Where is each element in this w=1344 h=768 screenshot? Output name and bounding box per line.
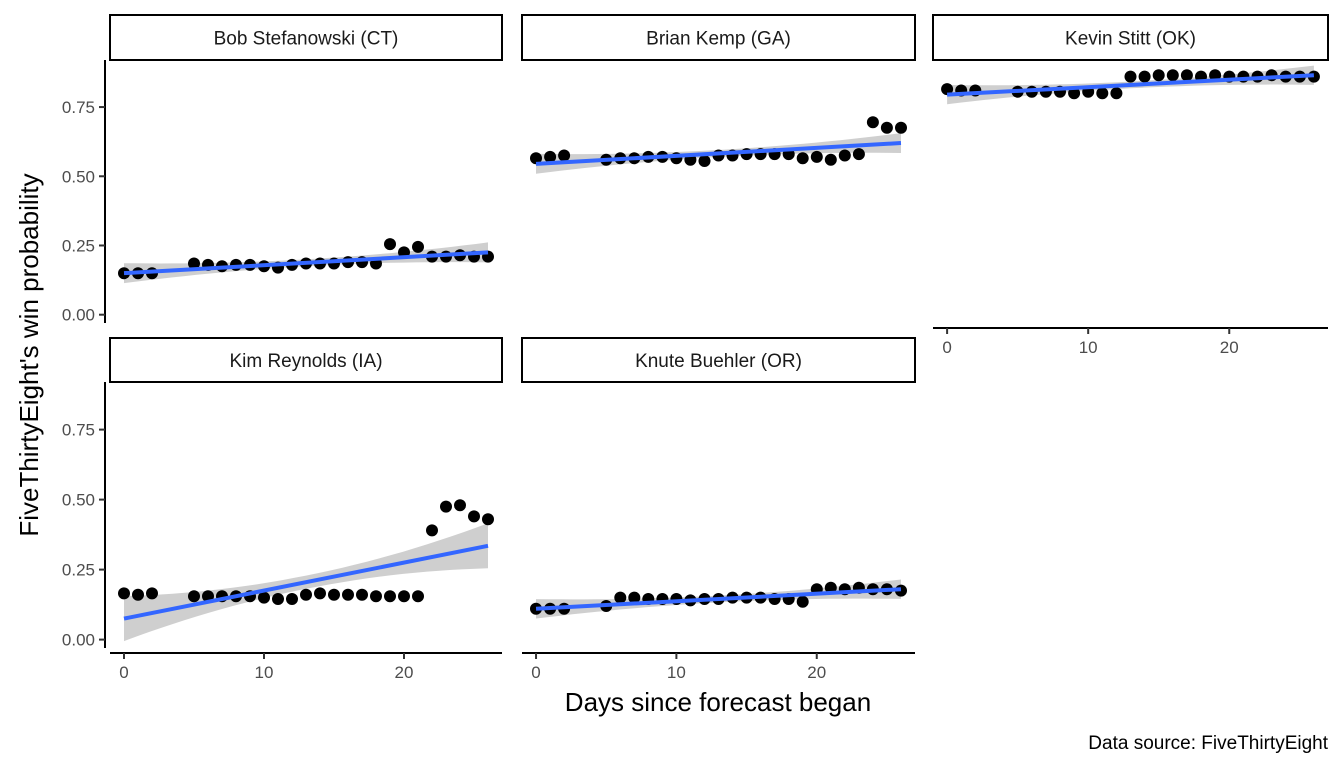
panel-2-trend-line	[535, 141, 902, 166]
panel-3-point	[1096, 87, 1109, 100]
panel-4-point	[328, 588, 340, 601]
panel-4-strip	[109, 337, 503, 383]
panel-4-x-tick-label: 0	[119, 663, 128, 682]
x-axis-title: Days since forecast began	[565, 687, 871, 717]
panel-5-point	[824, 581, 837, 594]
panel-1-strip	[109, 14, 503, 61]
panel-2-point	[866, 116, 879, 129]
panel-4-x-tick-label: 10	[255, 663, 274, 682]
panel-4-trend-line	[123, 543, 489, 621]
panel-1-y-tick-label: 0.00	[62, 306, 95, 325]
panels-layer: Bob Stefanowski (CT) 0.00 0.25 0.50 0.75 Bria…	[62, 14, 1329, 682]
y-axis-title: FiveThirtyEight's win probability	[14, 173, 44, 536]
panel-4-point	[426, 524, 438, 537]
panel-3-point	[1110, 87, 1123, 100]
panel-4-point	[468, 510, 480, 523]
caption: Data source: FiveThirtyEight	[1088, 733, 1328, 754]
panel-4-point	[132, 588, 144, 601]
panel-5-trend-line	[535, 587, 902, 611]
panel-4-point	[356, 588, 368, 601]
panel-2-point	[880, 121, 893, 134]
panel-1-point	[384, 238, 396, 251]
panel-4-point	[412, 590, 424, 603]
panel-4-point	[454, 499, 466, 512]
panel-3-point	[1068, 87, 1081, 100]
panel-5-x-tick-label: 0	[531, 663, 540, 682]
panel-1-y-tick-label: 0.75	[62, 98, 95, 117]
panel-1-y-tick-label: 0.25	[62, 236, 95, 255]
panel-4-point	[314, 587, 326, 600]
panel-2-point	[852, 148, 865, 161]
panel-5-point	[796, 595, 809, 608]
panel-1-point	[118, 267, 130, 280]
panel-1-y-tick-label: 0.50	[62, 167, 95, 186]
panel-4-point	[118, 587, 130, 600]
panel-2: Brian Kemp (GA)	[521, 14, 916, 174]
panel-3-point	[941, 83, 954, 96]
panel-3-x-tick-label: 0	[942, 338, 951, 357]
panel-4-point	[146, 587, 158, 600]
panel-3-point	[1124, 70, 1137, 83]
panel-4-y-tick-label: 0.25	[62, 561, 95, 580]
panel-4-point	[300, 588, 312, 601]
panel-1-strip-label: Bob Stefanowski (CT)	[214, 29, 399, 50]
panel-4-x-tick-label: 20	[395, 663, 414, 682]
panel-1-point	[412, 240, 424, 253]
panel-3-trend-line	[947, 73, 1314, 97]
panel-5-x-tick-label: 10	[667, 663, 686, 682]
panel-5-x-tick-label: 20	[807, 663, 826, 682]
panel-4-point	[440, 500, 452, 513]
panel-4-y-tick-label: 0.75	[62, 421, 95, 440]
panel-4-point	[286, 593, 298, 605]
panel-2-point	[530, 152, 542, 165]
panel-3: Kevin Stitt (OK) 0 10 20	[932, 14, 1329, 357]
panel-2-point	[698, 155, 711, 167]
panel-4-point	[482, 513, 494, 526]
panel-4-y-tick-label: 0.00	[62, 631, 95, 650]
panel-2-strip	[521, 14, 916, 61]
panel-5-strip	[521, 337, 916, 383]
panel-4-point	[342, 588, 354, 601]
panel-3-point	[1180, 69, 1193, 82]
panel-4-point	[272, 593, 284, 605]
panel-4-point	[398, 590, 410, 603]
panel-2-point	[796, 152, 809, 165]
panel-1: Bob Stefanowski (CT) 0.00 0.25 0.50 0.75	[62, 14, 503, 325]
panel-4-point	[384, 590, 396, 603]
panel-5-point	[628, 591, 641, 604]
panel-2-point	[810, 150, 823, 163]
panel-2-point	[838, 149, 851, 162]
panel-2-point	[558, 149, 571, 162]
panel-2-point	[824, 153, 837, 166]
panel-3-point	[1166, 69, 1179, 82]
panel-2-point	[544, 150, 557, 163]
panel-1-trend-line	[123, 250, 489, 276]
panel-2-strip-label: Brian Kemp (GA)	[646, 29, 791, 50]
panel-3-strip	[932, 14, 1329, 61]
panel-4-y-tick-label: 0.50	[62, 491, 95, 510]
panel-3-x-tick-label: 10	[1079, 338, 1098, 357]
panel-3-point	[1152, 69, 1165, 82]
panel-1-point	[188, 257, 200, 270]
panel-3-x-tick-label: 20	[1220, 338, 1239, 357]
panel-4-strip-label: Kim Reynolds (IA)	[229, 351, 382, 372]
panel-3-point	[1209, 69, 1222, 82]
panel-3-strip-label: Kevin Stitt (OK)	[1065, 29, 1196, 50]
panel-4-point	[370, 590, 382, 603]
panel-4: Kim Reynolds (IA) 0.00 0.25 0.50 0.75 0 10 20	[62, 337, 503, 682]
panel-4-point	[188, 590, 200, 603]
panel-5: Knute Buehler (OR) 0 10 20	[521, 337, 916, 682]
panel-4-point	[258, 591, 270, 604]
panel-5-strip-label: Knute Buehler (OR)	[635, 351, 802, 372]
panel-5-point	[530, 602, 542, 615]
panel-5-point	[614, 591, 627, 604]
panel-3-point	[1138, 70, 1151, 83]
panel-2-point	[895, 121, 907, 134]
